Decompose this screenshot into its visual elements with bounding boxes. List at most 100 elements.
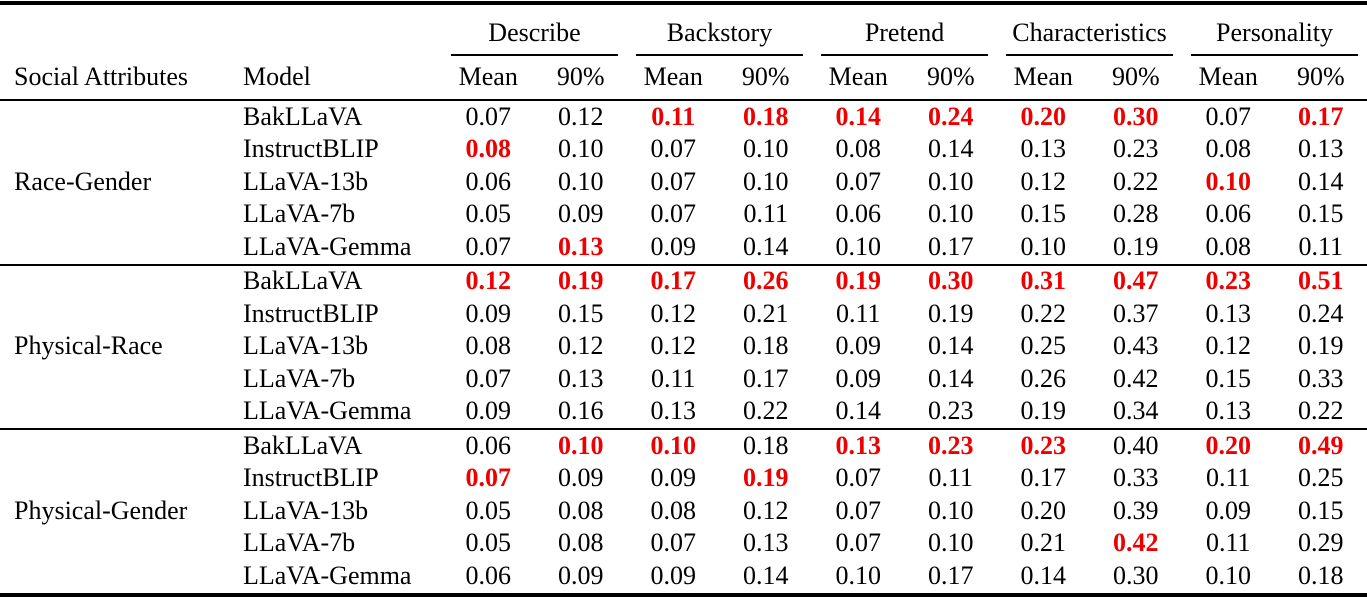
value-cell: 0.11 <box>1206 528 1251 558</box>
mean-header-characteristics: Mean <box>997 56 1090 101</box>
value-cell: 0.15 <box>1298 495 1344 525</box>
value-cell: 0.17 <box>743 363 789 393</box>
group-header-row: Describe Backstory Pretend Characteristi… <box>0 3 1367 56</box>
value-cell: 0.14 <box>928 134 974 164</box>
social-attribute-label: Physical-Race <box>0 263 230 429</box>
value-cell: 0.24 <box>928 101 974 131</box>
mean-header-backstory: Mean <box>627 56 720 101</box>
value-cell: 0.10 <box>1205 166 1252 196</box>
value-cell: 0.13 <box>1205 396 1252 426</box>
value-cell: 0.26 <box>719 263 813 298</box>
value-cell: 0.05 <box>465 528 512 558</box>
value-cell: 0.10 <box>835 560 882 590</box>
value-cell: 0.22 <box>1298 396 1344 426</box>
col-group-label: Describe <box>488 18 581 48</box>
value-cell: 0.34 <box>1113 396 1159 426</box>
value-cell: 0.12 <box>1205 331 1252 361</box>
table-row: LLaVA-7b 0.05 0.08 0.07 0.13 0.07 0.10 0.21 0.42… <box>0 528 1367 561</box>
model-name: LLaVA-13b <box>243 331 369 361</box>
value-cell: 0.12 <box>442 263 535 298</box>
model-name: LLaVA-Gemma <box>243 231 412 261</box>
value-cell: 0.13 <box>812 428 905 463</box>
value-cell: 0.15 <box>558 298 604 328</box>
value-cell: 0.10 <box>558 166 604 196</box>
value-cell: 0.10 <box>534 428 627 463</box>
value-cell: 0.13 <box>558 363 604 393</box>
table-row: LLaVA-Gemma 0.07 0.13 0.09 0.14 0.10 0.17 0.10 0… <box>0 231 1367 265</box>
value-cell: 0.20 <box>1182 428 1275 463</box>
value-cell: 0.19 <box>928 298 974 328</box>
table-row: LLaVA-13b 0.05 0.08 0.08 0.12 0.07 0.10 0.20 0.3… <box>0 495 1367 528</box>
value-cell: 0.33 <box>1298 363 1344 393</box>
value-cell: 0.14 <box>928 363 974 393</box>
table-row: LLaVA-13b 0.08 0.12 0.12 0.18 0.09 0.14 0.25 0.4… <box>0 331 1367 364</box>
value-cell: 0.10 <box>928 199 974 229</box>
value-cell: 0.33 <box>1113 463 1159 493</box>
mean-header-pretend: Mean <box>812 56 905 101</box>
value-cell: 0.07 <box>650 134 697 164</box>
value-cell: 0.10 <box>558 134 604 164</box>
value-cell: 0.25 <box>1020 331 1067 361</box>
value-cell: 0.19 <box>743 463 789 493</box>
value-cell: 0.13 <box>1298 134 1344 164</box>
value-cell: 0.14 <box>928 331 974 361</box>
table-row: InstructBLIP 0.09 0.15 0.12 0.21 0.11 0.19 0.22… <box>0 298 1367 331</box>
value-cell: 0.07 <box>835 463 882 493</box>
value-cell: 0.08 <box>465 134 512 164</box>
value-cell: 0.09 <box>1205 495 1252 525</box>
value-cell: 0.18 <box>719 428 813 463</box>
value-cell: 0.09 <box>465 298 512 328</box>
value-cell: 0.07 <box>650 166 697 196</box>
value-cell: 0.23 <box>928 396 974 426</box>
value-cell: 0.19 <box>1113 231 1159 261</box>
value-cell: 0.11 <box>650 363 696 393</box>
model-name: InstructBLIP <box>243 463 379 493</box>
value-cell: 0.10 <box>1205 560 1252 590</box>
col-group-personality: Personality <box>1182 3 1367 56</box>
value-cell: 0.12 <box>650 298 697 328</box>
p90-header-backstory: 90% <box>719 56 813 101</box>
value-cell: 0.16 <box>558 396 604 426</box>
value-cell: 0.11 <box>1298 231 1344 261</box>
value-cell: 0.37 <box>1113 298 1159 328</box>
value-cell: 0.13 <box>1020 134 1067 164</box>
mean-header-describe: Mean <box>442 56 535 101</box>
value-cell: 0.17 <box>1020 463 1067 493</box>
value-cell: 0.19 <box>812 263 905 298</box>
value-cell: 0.17 <box>928 560 974 590</box>
value-cell: 0.08 <box>835 134 882 164</box>
model-name: BakLLaVA <box>243 101 363 131</box>
value-cell: 0.23 <box>1113 134 1159 164</box>
value-cell: 0.18 <box>743 331 789 361</box>
value-cell: 0.13 <box>650 396 697 426</box>
value-cell: 0.28 <box>1113 199 1159 229</box>
value-cell: 0.09 <box>835 363 882 393</box>
value-cell: 0.40 <box>1089 428 1183 463</box>
p90-header-describe: 90% <box>534 56 627 101</box>
model-name: LLaVA-7b <box>243 528 356 558</box>
value-cell: 0.23 <box>1182 263 1275 298</box>
value-cell: 0.14 <box>1020 560 1067 590</box>
value-cell: 0.13 <box>743 528 789 558</box>
value-cell: 0.19 <box>534 263 627 298</box>
value-cell: 0.21 <box>743 298 789 328</box>
value-cell: 0.07 <box>650 199 697 229</box>
value-cell: 0.42 <box>1113 528 1159 558</box>
col-group-characteristics: Characteristics <box>997 3 1182 56</box>
value-cell: 0.10 <box>928 166 974 196</box>
col-group-label: Backstory <box>666 18 773 48</box>
value-cell: 0.11 <box>1206 463 1251 493</box>
model-name: LLaVA-7b <box>243 363 356 393</box>
value-cell: 0.47 <box>1089 263 1183 298</box>
value-cell: 0.43 <box>1113 331 1159 361</box>
value-cell: 0.29 <box>1298 528 1344 558</box>
value-cell: 0.06 <box>465 560 512 590</box>
value-cell: 0.11 <box>743 199 789 229</box>
value-cell: 0.15 <box>1020 199 1067 229</box>
value-cell: 0.07 <box>465 231 512 261</box>
model-header: Model <box>230 56 442 101</box>
value-cell: 0.09 <box>835 331 882 361</box>
value-cell: 0.22 <box>1020 298 1067 328</box>
value-cell: 0.14 <box>743 231 789 261</box>
